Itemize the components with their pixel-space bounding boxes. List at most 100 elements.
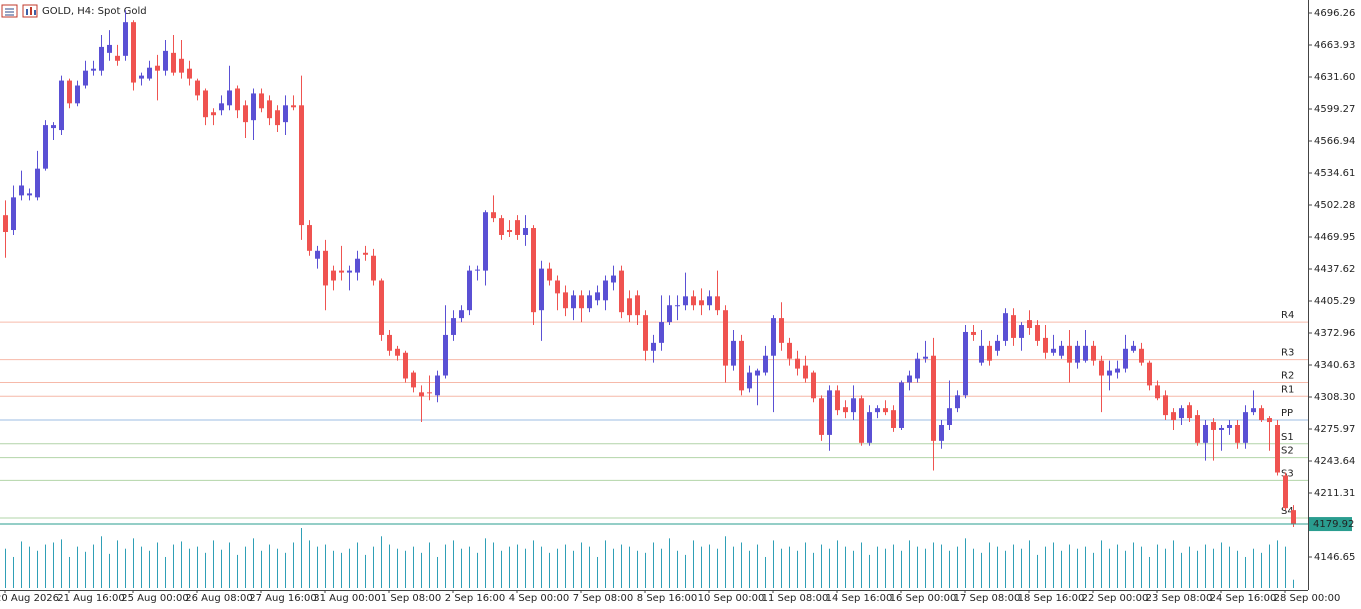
candle-body: [667, 305, 672, 323]
candle-body: [859, 398, 864, 443]
candle-body: [683, 296, 688, 306]
last-price-box: [1309, 517, 1352, 532]
candle-body: [1171, 412, 1176, 421]
volume-bar: [109, 553, 110, 588]
candle-body: [291, 105, 296, 108]
volume-bar: [1013, 544, 1014, 588]
candle-body: [1011, 315, 1016, 338]
volume-bar: [677, 550, 678, 588]
candle-body: [1187, 405, 1192, 419]
candle-body: [1035, 325, 1040, 341]
volume-bar: [1157, 544, 1158, 588]
volume-bar: [629, 546, 630, 588]
candle-body: [795, 358, 800, 369]
candle-body: [1067, 345, 1072, 363]
icon-bar: [30, 7, 32, 15]
volume-bar: [397, 548, 398, 588]
volume-bar: [813, 552, 814, 588]
candle-body: [419, 392, 424, 397]
volume-bar: [1149, 556, 1150, 588]
icon-bar: [26, 9, 28, 15]
volume-bar: [317, 546, 318, 588]
volume-bar: [1165, 548, 1166, 588]
toolbar-icons: [1, 4, 38, 18]
candle-body: [1235, 425, 1240, 443]
volume-bar: [1261, 552, 1262, 588]
volume-bar: [53, 542, 54, 588]
volume-bar: [997, 546, 998, 588]
x-tick-label: 25 Aug 00:00: [121, 593, 188, 604]
candle-body: [1195, 415, 1200, 443]
icon-bar: [34, 10, 36, 15]
candle-body: [1275, 425, 1280, 473]
candle-body: [779, 318, 784, 343]
volume-bar: [541, 546, 542, 588]
volume-bar: [917, 546, 918, 588]
volume-bar: [389, 544, 390, 588]
candle-body: [379, 280, 384, 335]
volume-bar: [701, 546, 702, 588]
pivot-label: S4: [1281, 506, 1294, 517]
volume-bar: [237, 554, 238, 588]
pivot-label: S1: [1281, 432, 1294, 443]
candle-body: [19, 185, 24, 196]
volume-bar: [1125, 550, 1126, 588]
menu-icon[interactable]: [1, 4, 18, 18]
candle-body: [1179, 408, 1184, 419]
candle-body: [203, 90, 208, 118]
candle-body: [995, 340, 1000, 351]
volume-bar: [1189, 546, 1190, 588]
volume-bar: [365, 554, 366, 588]
volume-bar: [821, 544, 822, 588]
volume-bar: [773, 540, 774, 588]
volume-bar: [941, 544, 942, 588]
volume-bar: [1293, 579, 1294, 588]
volume-bar: [685, 554, 686, 588]
volume-bar: [1117, 544, 1118, 588]
x-tick-label: 24 Sep 16:00: [1210, 593, 1277, 604]
volume-bar: [981, 552, 982, 588]
volume-bar: [149, 550, 150, 588]
candle-body: [939, 425, 944, 441]
candle-body: [75, 85, 80, 104]
volume-bar: [173, 544, 174, 588]
volume-bar: [925, 548, 926, 588]
y-tick-label: 4146.65: [1314, 552, 1355, 563]
volume-bar: [845, 546, 846, 588]
candle-body: [803, 365, 808, 379]
volume-bar: [605, 540, 606, 588]
candle-body: [259, 93, 264, 109]
y-tick-label: 4534.61: [1314, 168, 1355, 179]
volume-bar: [965, 538, 966, 588]
volume-bar: [1077, 548, 1078, 588]
volume-bar: [29, 546, 30, 588]
volume-bar: [1037, 554, 1038, 588]
y-tick-label: 4405.29: [1314, 296, 1355, 307]
candle-body: [179, 58, 184, 73]
volume-bar: [1181, 552, 1182, 588]
candle-body: [587, 295, 592, 309]
volume-bar: [861, 542, 862, 588]
volume-bar: [309, 540, 310, 588]
candle-body: [563, 292, 568, 309]
volume-bar: [293, 542, 294, 588]
candle-body: [99, 46, 104, 71]
volume-bar: [325, 544, 326, 588]
volume-bar: [21, 541, 22, 588]
x-tick-label: 21 Aug 16:00: [57, 593, 124, 604]
candle-body: [739, 340, 744, 391]
volume-bar: [661, 548, 662, 588]
candle-body: [579, 295, 584, 309]
volume-bar: [1045, 546, 1046, 588]
candle-body: [731, 340, 736, 366]
volume-bar: [1053, 542, 1054, 588]
candle-body: [715, 296, 720, 311]
candle-body: [67, 80, 72, 104]
candle-body: [83, 70, 88, 86]
candle-body: [275, 110, 280, 126]
candle-body: [51, 125, 56, 129]
volume-bar: [933, 542, 934, 588]
candle-body: [635, 295, 640, 316]
candle-body: [27, 193, 32, 196]
candle-body: [915, 358, 920, 379]
